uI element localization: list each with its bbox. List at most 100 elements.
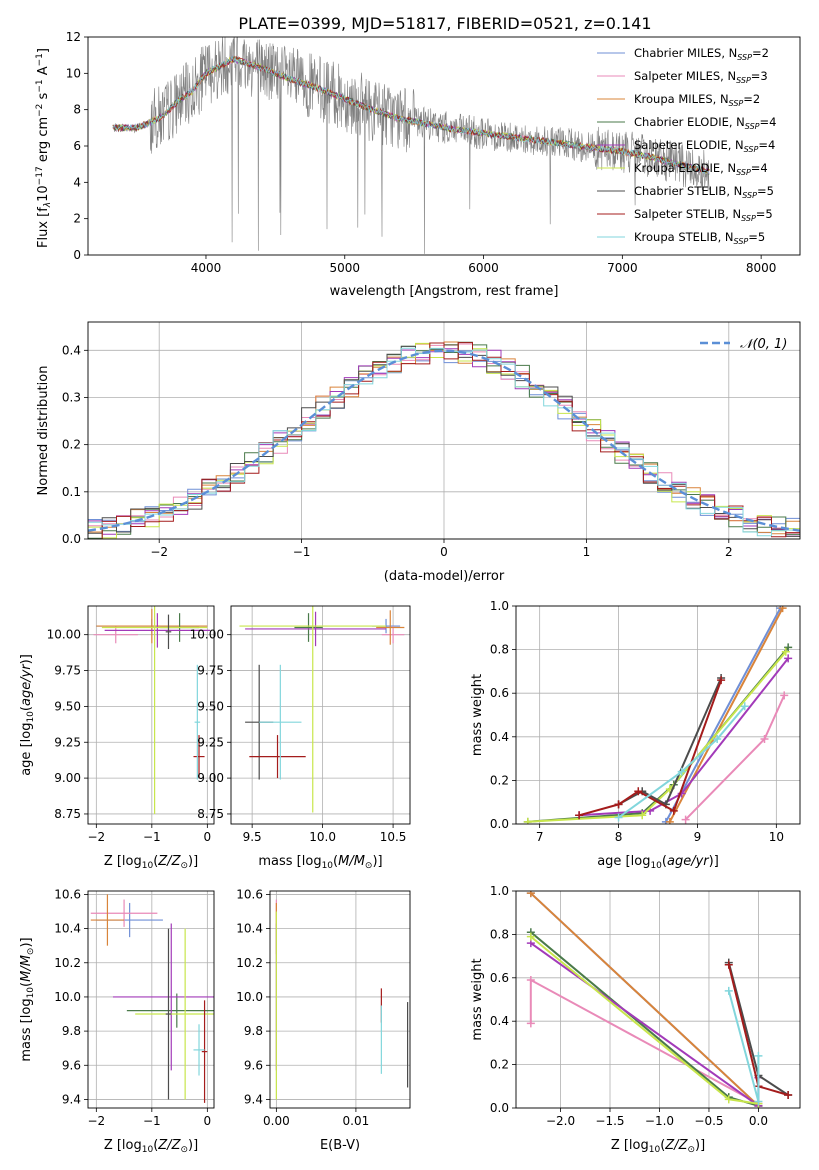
label-part: =2 (752, 46, 769, 60)
y-axis-label: Normed distribution (36, 366, 51, 496)
y-axis-label: Flux [fλ10−17 erg cm−2 s−1 A−1] (35, 48, 53, 248)
label-part: =5 (748, 230, 765, 244)
y-tick-label: 10.4 (236, 922, 263, 936)
label-part: ⊙ (180, 861, 188, 871)
weight-marker (724, 1095, 733, 1104)
label-part: =5 (756, 207, 773, 221)
label-part: age/yr (667, 854, 710, 869)
weight-marker (724, 960, 733, 969)
y-tick-label: 9.00 (54, 771, 81, 785)
x-tick-label: −0.5 (694, 1114, 723, 1128)
label-part: ⊙ (365, 861, 373, 871)
y-tick-label: 9.75 (197, 664, 224, 678)
y-tick-label: 0.8 (490, 643, 509, 657)
label-part: SSP (745, 122, 760, 131)
axes-frame (269, 890, 411, 1109)
x-tick-label: −1.5 (595, 1114, 624, 1128)
legend-label: 𝒩(0, 1) (740, 337, 787, 352)
y-tick-label: 0.6 (490, 971, 509, 985)
plot-area (93, 606, 211, 814)
weight-marker (760, 734, 769, 743)
y-tick-label: 0 (73, 248, 81, 262)
x-tick-label: 7 (536, 830, 544, 844)
label-part: Chabrier ELODIE, N (634, 115, 745, 129)
label-part: erg cm (36, 117, 51, 166)
label-part: SSP (729, 99, 744, 108)
label-part: Z/Z (157, 854, 181, 869)
weight-line (530, 892, 760, 1107)
y-axis-label: age [log10(age/yr)] (19, 654, 36, 776)
plot-area (275, 899, 409, 1100)
x-tick-label: 0 (204, 1114, 212, 1128)
x-tick-label: −2 (87, 830, 105, 844)
x-tick-label: 10.0 (309, 830, 336, 844)
weight-line (618, 705, 746, 819)
axes-frame (87, 890, 215, 1109)
y-tick-label: 6 (73, 139, 81, 153)
label-part: ( (333, 854, 338, 869)
x-axis-label: Z [log10(Z/Z⊙)] (104, 854, 198, 871)
x-tick-label: 2 (725, 545, 733, 559)
label-part: Z/Z (157, 1138, 181, 1153)
x-tick-label: 9.5 (243, 830, 262, 844)
x-tick-label: 0.01 (343, 1114, 370, 1128)
y-axis-label: mass weight (470, 958, 485, 1040)
label-part: Z/Z (664, 1138, 688, 1153)
axes-frame (87, 321, 801, 540)
axes-frame (230, 605, 411, 825)
x-tick-label: 5000 (329, 261, 360, 275)
y-tick-label: 1.0 (490, 884, 509, 898)
label-part: 10 (142, 861, 154, 871)
y-tick-label: 9.50 (54, 699, 81, 713)
axes-frame (87, 36, 801, 256)
y-tick-label: 0.4 (62, 343, 81, 357)
legend-label: Salpeter STELIB, NSSP=5 (634, 207, 773, 223)
weight-line (668, 607, 784, 823)
weight-marker (780, 691, 789, 700)
y-tick-label: 0.0 (62, 532, 81, 546)
label-part: −1 (35, 53, 45, 66)
weight-marker (681, 815, 690, 824)
label-part: =4 (751, 161, 768, 175)
x-tick-label: −1 (293, 545, 311, 559)
label-part: ⊙ (26, 948, 36, 956)
y-tick-label: 0.1 (62, 485, 81, 499)
y-tick-label: 9.4 (244, 1092, 263, 1106)
label-part: )] (372, 854, 382, 869)
plot-area (88, 341, 800, 539)
label-part: s (36, 92, 51, 103)
x-tick-label: −1.0 (645, 1114, 674, 1128)
label-part: =5 (757, 184, 774, 198)
plot-area (526, 891, 793, 1108)
y-tick-label: 9.00 (197, 771, 224, 785)
panel-mass-vs-Z: −2 −1 09.49.69.810.010.210.410.6Z [log10(Z… (19, 887, 215, 1155)
legend-label: Chabrier ELODIE, NSSP=4 (634, 115, 776, 131)
legend-label: Salpeter ELODIE, NSSP=4 (634, 138, 775, 154)
weight-line (727, 990, 760, 1102)
y-tick-label: 8.75 (54, 807, 81, 821)
legend-label: Kroupa ELODIE, NSSP=4 (634, 161, 768, 177)
y-axis-label: mass weight (470, 674, 485, 756)
label-part: ⊙ (687, 1145, 695, 1155)
weight-marker (526, 975, 535, 984)
weight-marker (717, 676, 726, 685)
label-part: 10 (36, 185, 51, 202)
y-tick-label: 0.0 (490, 817, 509, 831)
x-axis-label: E(B-V) (320, 1138, 360, 1153)
label-part: Chabrier STELIB, N (634, 184, 742, 198)
label-part: E(B-V) (320, 1138, 360, 1153)
x-tick-label: 10.5 (380, 830, 407, 844)
y-tick-label: 0.8 (490, 927, 509, 941)
y-tick-label: 10.00 (190, 628, 224, 642)
label-part: 10 (322, 861, 334, 871)
label-part: 10 (142, 1145, 154, 1155)
label-part: ] (36, 48, 51, 53)
label-part: Z [log (611, 1138, 649, 1153)
axes-frame (515, 605, 801, 825)
label-part: Kroupa MILES, N (634, 92, 729, 106)
y-axis-label: mass [log10(M/M⊙)] (19, 937, 36, 1061)
label-part: SSP (741, 214, 756, 223)
y-tick-label: 9.8 (62, 1024, 81, 1038)
label-part: age [log (19, 723, 34, 776)
